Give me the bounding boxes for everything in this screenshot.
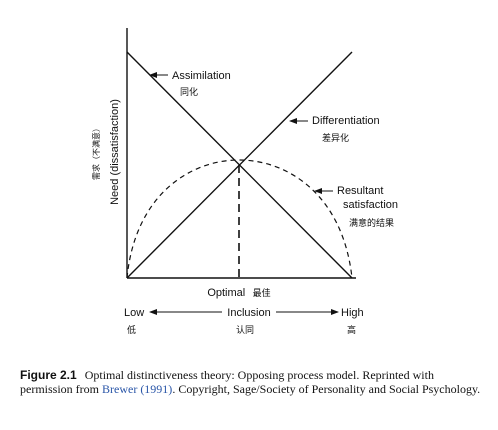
resultant-label-line1: Resultant <box>337 185 383 197</box>
caption-reference-link[interactable]: Brewer (1991) <box>102 382 173 396</box>
y-axis-label: Need (dissatisfaction) <box>109 99 121 205</box>
x-axis-low-label: Low <box>124 307 144 319</box>
resultant-satisfaction-curve <box>126 159 353 279</box>
caption-text: Optimal distinctiveness theory: Opposing… <box>20 368 434 396</box>
optimal-label: Optimal <box>207 287 245 299</box>
differentiation-label-cn: 差异化 <box>322 132 349 144</box>
y-axis-label-cn: 需求（不满意） <box>91 124 101 180</box>
assimilation-label: Assimilation <box>172 70 231 82</box>
optimal-distinctiveness-diagram: Need (dissatisfaction) 需求（不满意） Assimilat… <box>91 28 398 336</box>
optimal-label-cn: 最佳 <box>253 287 271 299</box>
x-axis-high-label: High <box>341 307 364 319</box>
resultant-label-line2: satisfaction <box>343 199 398 211</box>
x-axis-high-label-cn: 高 <box>347 324 356 336</box>
x-axis-inclusion-label-cn: 认同 <box>236 324 254 336</box>
figure-caption: Figure 2.1 Optimal distinctiveness theory… <box>20 368 486 396</box>
resultant-label-cn: 满意的结果 <box>349 217 394 229</box>
x-axis-low-label-cn: 低 <box>127 324 136 336</box>
differentiation-label: Differentiation <box>312 115 380 127</box>
caption-text-end: . Copyright, Sage/Society of Personality… <box>172 382 481 396</box>
x-axis-inclusion-label: Inclusion <box>227 307 270 319</box>
assimilation-label-cn: 同化 <box>180 86 198 98</box>
figure-number: Figure 2.1 <box>20 368 77 382</box>
optimal-label-group: Optimal 最佳 <box>207 283 270 300</box>
